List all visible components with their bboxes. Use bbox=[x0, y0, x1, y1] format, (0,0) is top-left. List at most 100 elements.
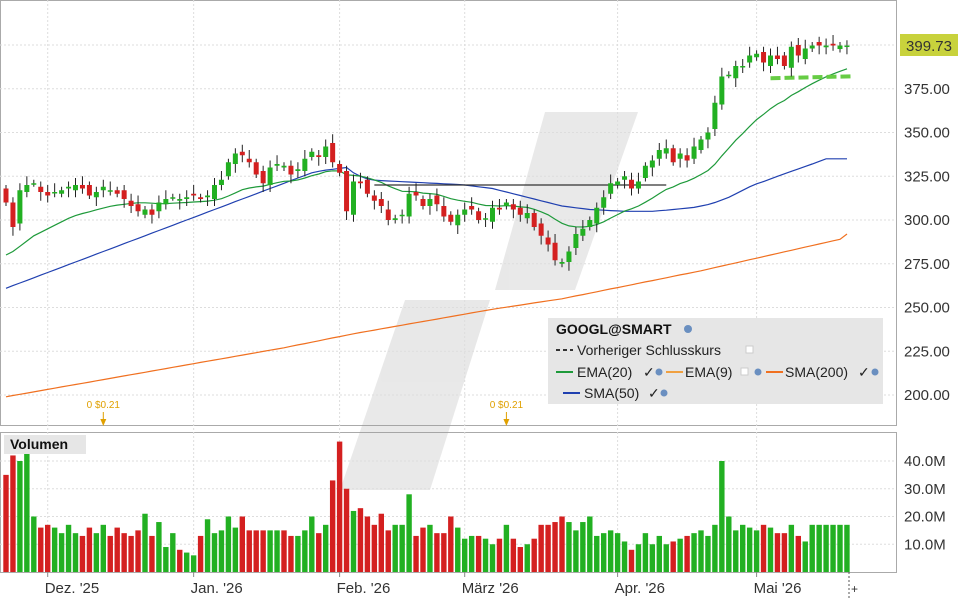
candle-body bbox=[503, 202, 509, 206]
candle-body bbox=[768, 55, 773, 66]
candle-body bbox=[86, 185, 92, 196]
candle-body bbox=[302, 158, 308, 171]
candle-body bbox=[656, 150, 662, 159]
volume-bar bbox=[482, 538, 489, 572]
watermark-logo bbox=[340, 112, 638, 490]
globe-icon[interactable] bbox=[871, 368, 879, 376]
candle-body bbox=[378, 199, 384, 206]
volume-bar bbox=[566, 522, 572, 572]
candle-body bbox=[476, 211, 482, 220]
candle-body bbox=[761, 52, 767, 63]
volume-bar bbox=[232, 527, 239, 572]
volume-bar bbox=[517, 547, 523, 572]
volume-bar bbox=[413, 535, 419, 572]
candle-body bbox=[587, 220, 593, 227]
check-icon[interactable]: ✓ bbox=[648, 385, 660, 401]
check-icon[interactable]: ✓ bbox=[858, 364, 870, 380]
candle-body bbox=[17, 190, 23, 224]
candle-body bbox=[608, 183, 614, 194]
globe-icon[interactable] bbox=[684, 325, 692, 333]
candle-body bbox=[10, 202, 16, 227]
candle-body bbox=[52, 192, 58, 194]
candle-body bbox=[246, 158, 252, 163]
candle-body bbox=[24, 185, 30, 192]
volume-bar bbox=[580, 522, 586, 572]
plus-icon[interactable]: + bbox=[851, 582, 858, 596]
candle-body bbox=[38, 186, 44, 192]
volume-bar bbox=[468, 535, 475, 572]
candle-body bbox=[719, 76, 725, 105]
globe-icon[interactable] bbox=[655, 368, 663, 376]
candle-body bbox=[3, 188, 9, 203]
volume-bar bbox=[427, 524, 433, 572]
candle-body bbox=[420, 199, 426, 206]
volume-bar bbox=[72, 533, 79, 572]
volume-bar bbox=[545, 524, 551, 572]
volume-bar bbox=[107, 535, 113, 572]
price-tick-label: 275.00 bbox=[904, 256, 950, 273]
candle-body bbox=[184, 197, 190, 199]
volume-bar bbox=[170, 533, 176, 572]
time-tick-label: Feb. '26 bbox=[337, 580, 391, 597]
volume-bar bbox=[406, 494, 412, 572]
checkbox-icon[interactable] bbox=[745, 345, 754, 354]
price-tick-label: 350.00 bbox=[904, 125, 950, 142]
candle-body bbox=[740, 66, 746, 68]
candle-body bbox=[580, 228, 586, 236]
candle-body bbox=[622, 176, 628, 180]
time-tick-label: Dez. '25 bbox=[45, 580, 100, 597]
dividend-arrow-icon bbox=[503, 419, 510, 426]
volume-bar bbox=[163, 547, 169, 572]
candle-body bbox=[809, 45, 815, 49]
candle-body bbox=[747, 55, 753, 63]
volume-bar bbox=[260, 530, 266, 572]
volume-bar bbox=[740, 524, 746, 572]
volume-bar bbox=[31, 516, 37, 572]
volume-bar bbox=[816, 524, 822, 572]
volume-bar bbox=[121, 533, 127, 572]
legend-label-prev-close: Vorheriger Schlusskurs bbox=[577, 342, 721, 358]
candle-body bbox=[663, 148, 669, 154]
volume-bar bbox=[475, 535, 482, 572]
legend: GOOGL@SMART Vorheriger Schlusskurs EMA(2… bbox=[548, 318, 883, 404]
volume-bar bbox=[462, 538, 468, 572]
check-icon[interactable]: ✓ bbox=[643, 364, 655, 380]
globe-icon[interactable] bbox=[754, 368, 762, 376]
volume-bar bbox=[733, 530, 739, 572]
candle-body bbox=[337, 164, 343, 173]
candle-body bbox=[496, 207, 502, 210]
candle-body bbox=[135, 204, 141, 212]
candle-body bbox=[309, 151, 315, 157]
price-tick-label: 325.00 bbox=[904, 168, 950, 185]
volume-bar bbox=[503, 524, 510, 572]
volume-bar bbox=[399, 524, 405, 572]
time-tick-label: Apr. '26 bbox=[615, 580, 665, 597]
volume-bar bbox=[663, 544, 669, 572]
candle-body bbox=[107, 190, 113, 192]
time-tick-label: Mai '26 bbox=[754, 580, 802, 597]
candle-body bbox=[642, 165, 648, 178]
volume-bar bbox=[607, 530, 614, 572]
volume-bar bbox=[767, 527, 774, 572]
volume-bar bbox=[649, 544, 656, 572]
candle-body bbox=[212, 185, 217, 199]
legend-label-sma200: SMA(200) bbox=[785, 364, 848, 380]
volume-bar bbox=[128, 535, 134, 572]
price-tick-label: 300.00 bbox=[904, 212, 950, 229]
candle-body bbox=[677, 153, 683, 159]
candle-body bbox=[754, 53, 760, 58]
checkbox-icon[interactable] bbox=[740, 367, 749, 376]
volume-bar bbox=[197, 535, 204, 572]
volume-bar bbox=[684, 535, 690, 572]
volume-bar bbox=[211, 533, 218, 572]
volume-bar bbox=[350, 510, 357, 572]
volume-bar bbox=[10, 455, 16, 572]
volume-bar bbox=[371, 524, 378, 572]
legend-label-ema9: EMA(9) bbox=[685, 364, 732, 380]
indicator-lines bbox=[5, 68, 854, 398]
globe-icon[interactable] bbox=[660, 389, 668, 397]
volume-bar bbox=[455, 527, 461, 572]
candle-body bbox=[357, 181, 363, 184]
candle-body bbox=[684, 155, 690, 161]
